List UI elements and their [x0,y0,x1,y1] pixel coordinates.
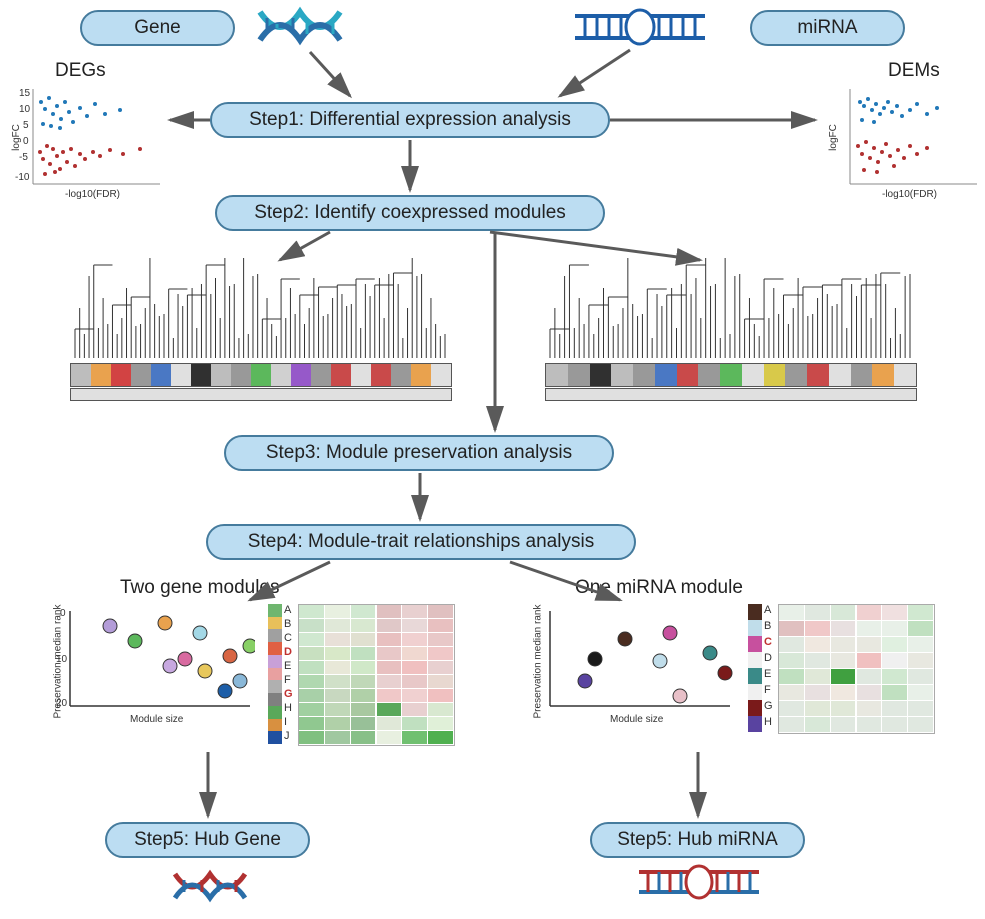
volcano-left-ylabel: logFC [11,124,22,151]
gene-box: Gene [80,10,235,46]
step5b-box: Step5: Hub miRNA [590,822,805,858]
scatter-left: Preservation median rank Module size 0 1… [40,606,255,731]
dendrogram-right [545,258,915,403]
dendrogram-left [70,258,450,403]
dems-label: DEMs [888,60,940,82]
heatmap-left: ABCDEFGHIJ [268,604,458,744]
dna-icon [255,2,345,50]
step5b-label: Step5: Hub miRNA [617,829,778,851]
volcano-right: logFC -log10(FDR) [822,84,982,204]
volcano-right-ylabel: logFC [828,124,839,151]
heatmap-right: ABCDEFGH [748,604,938,732]
step5a-box: Step5: Hub Gene [105,822,310,858]
gene-label: Gene [134,17,180,39]
one-mirna-module-label: One miRNA module [575,577,743,599]
volcano-right-xlabel: -log10(FDR) [882,189,937,200]
mirna-label: miRNA [797,17,857,39]
step1-label: Step1: Differential expression analysis [249,109,571,131]
scatter-right: Preservation median rank Module size [520,606,735,731]
volcano-left-xlabel: -log10(FDR) [65,189,120,200]
step4-label: Step4: Module-trait relationships analys… [248,531,594,553]
step3-box: Step3: Module preservation analysis [224,435,614,471]
mirna-box: miRNA [750,10,905,46]
step3-label: Step3: Module preservation analysis [266,442,572,464]
hub-gene-dna-icon [170,862,250,910]
degs-label: DEGs [55,60,106,82]
mirna-icon [570,8,710,46]
two-gene-modules-label: Two gene modules [120,577,280,599]
step5a-label: Step5: Hub Gene [134,829,281,851]
hub-mirna-icon [634,864,764,900]
volcano-left: logFC -log10(FDR) 15 10 5 0 -5 -10 [5,84,165,204]
step2-box: Step2: Identify coexpressed modules [215,195,605,231]
step2-label: Step2: Identify coexpressed modules [254,202,566,224]
step1-box: Step1: Differential expression analysis [210,102,610,138]
step4-box: Step4: Module-trait relationships analys… [206,524,636,560]
